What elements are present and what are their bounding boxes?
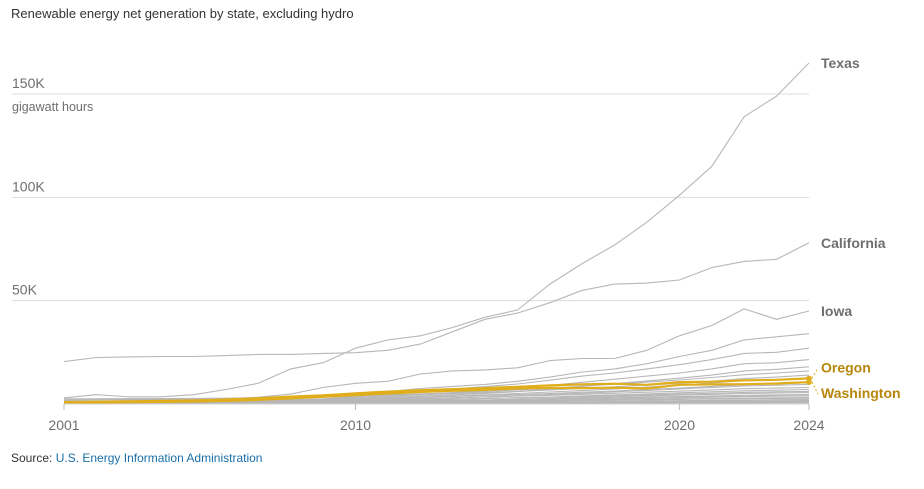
x-tick-label: 2020 [664,417,695,433]
gridlines [12,93,809,302]
series-labels: Texas California Iowa Oregon Washington [811,55,901,401]
source-link[interactable]: U.S. Energy Information Administration [55,451,263,465]
y-tick-label: 150K [12,75,45,91]
series-line-texas [63,62,810,399]
series-label-california: California [821,235,886,251]
x-axis-ticks: 2001 2010 2020 2024 [48,404,825,433]
highlight-series-lines [63,375,812,404]
x-tick-label: 2024 [793,417,824,433]
chart-title: Renewable energy net generation by state… [11,6,354,21]
series-label-washington: Washington [821,385,901,401]
y-axis-ticks: 50K 100K 150K [12,75,45,298]
y-tick-label: 50K [12,282,38,298]
series-lines [63,62,810,405]
series-line-state [63,370,810,401]
label-leader [811,381,819,395]
y-tick-label: 100K [12,178,45,194]
series-label-texas: Texas [821,55,860,71]
series-line-washington [63,381,810,404]
source-prefix: Source: [11,451,56,465]
series-label-oregon: Oregon [821,359,871,375]
series-endpoint-washington [806,379,812,385]
source-note: Source: U.S. Energy Information Administ… [11,451,262,465]
y-axis-unit-label: gigawatt hours [12,100,93,114]
x-tick-label: 2001 [48,417,79,433]
series-line-california [63,242,810,363]
series-label-iowa: Iowa [821,303,852,319]
label-leader [811,368,819,379]
x-tick-label: 2010 [340,417,371,433]
